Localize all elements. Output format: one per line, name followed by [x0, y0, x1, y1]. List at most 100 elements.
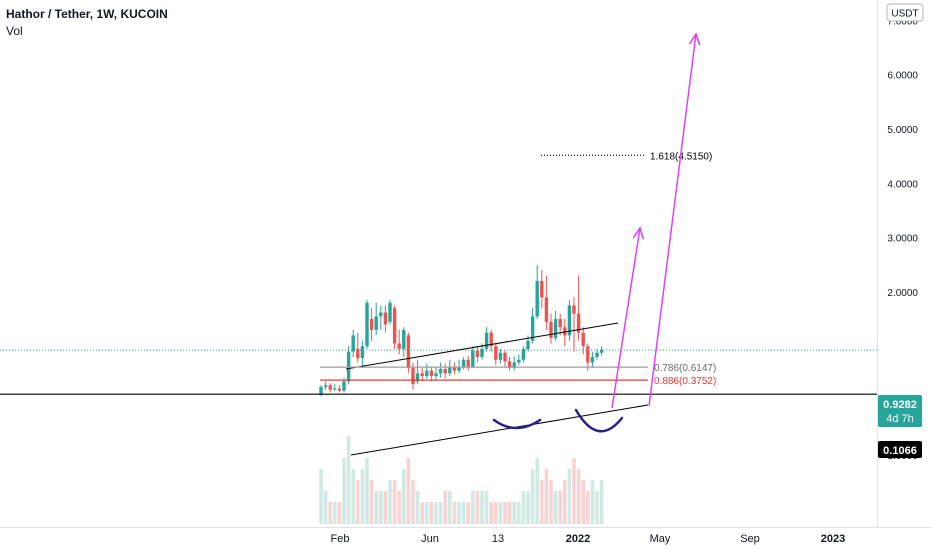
volume-bar [356, 480, 360, 524]
candle-body [553, 319, 558, 339]
candle-body [494, 346, 498, 360]
channel-upper-line[interactable] [345, 322, 619, 370]
candle-body [512, 362, 516, 368]
volume-bar [494, 502, 498, 524]
volume-bar [452, 502, 457, 524]
candle-body [563, 327, 567, 336]
volume-bar [374, 491, 378, 524]
volume-bar [411, 480, 415, 524]
candle-body [599, 350, 604, 353]
volume-bar [507, 502, 512, 524]
volume-bar [351, 469, 355, 524]
candle-body [369, 319, 374, 330]
candle-body [374, 316, 378, 330]
volume-bar [346, 436, 351, 524]
volume-bars [319, 436, 604, 524]
target-arrow-1618[interactable] [611, 226, 645, 409]
candle-body [429, 370, 434, 377]
candle-body [448, 366, 452, 374]
candle-body [521, 348, 526, 360]
target-arrow-3[interactable] [648, 32, 701, 407]
fib-level-label: 0.886(0.3752) [654, 376, 716, 387]
volume-bar [319, 469, 323, 524]
y-axis[interactable]: 8.00007.00006.00005.00004.00003.00002.00… [0, 0, 932, 528]
volume-bar [457, 502, 461, 524]
last-price-value: 0.9282 [883, 399, 917, 411]
x-tick-label: Jun [421, 533, 439, 545]
candle-body [530, 316, 535, 341]
candle-body [411, 367, 415, 385]
volume-bar [503, 502, 507, 524]
candle-body [466, 359, 470, 367]
candle-body [351, 335, 355, 352]
candle-body [333, 388, 337, 390]
volume-bar [471, 491, 475, 524]
volume-bar [599, 480, 604, 524]
volume-bar [342, 458, 346, 524]
volume-bar [406, 458, 411, 524]
volume-bar [512, 502, 516, 524]
volume-bar [443, 491, 447, 524]
volume-bar [553, 491, 558, 524]
volume-bar [323, 491, 328, 524]
candle-body [383, 312, 388, 325]
volume-bar [484, 491, 489, 524]
candle-body [365, 302, 369, 347]
candle-body [328, 385, 332, 390]
candles [319, 264, 604, 397]
fib-level-label: 0.786(0.6147) [654, 363, 716, 374]
volume-bar [337, 502, 342, 524]
y-tick-label: 7.0000 [887, 16, 918, 27]
volume-bar [526, 491, 530, 524]
volume-bar [369, 480, 374, 524]
volume-bar [438, 502, 443, 524]
volume-bar [328, 502, 332, 524]
volume-label: Vol [6, 24, 23, 38]
candle-body [452, 366, 457, 371]
candle-body [544, 297, 549, 322]
arrow-head [688, 32, 701, 46]
volume-bar [581, 480, 585, 524]
volume-bar [517, 502, 521, 524]
cup-pattern-left[interactable] [492, 418, 542, 430]
candle-body [319, 386, 323, 394]
candle-body [540, 281, 544, 298]
volume-bar [402, 469, 406, 524]
candle-body [535, 281, 539, 317]
currency-badge[interactable] [886, 3, 924, 22]
volume-bar [480, 491, 484, 524]
candle-body [392, 308, 397, 344]
y-tick-label: 6.0000 [887, 71, 918, 82]
x-tick-label: Feb [331, 533, 350, 545]
x-axis[interactable]: Feb Jun 13 2022 May Sep 2023 [331, 533, 846, 545]
drawings[interactable]: 0.786(0.6147)0.886(0.3752)1.618(4.5150)3… [0, 0, 877, 456]
candle-body [572, 305, 576, 314]
volume-bar [530, 469, 535, 524]
channel-lower-line[interactable] [350, 404, 649, 456]
cup-pattern-right[interactable] [574, 408, 624, 433]
candle-body [420, 373, 424, 377]
x-tick-label: May [650, 533, 671, 545]
candle-body [342, 381, 346, 391]
candle-body [415, 373, 420, 382]
y-tick-label: 5.0000 [887, 125, 918, 136]
volume-bar [392, 480, 397, 524]
volume-bar [333, 502, 337, 524]
candle-body [402, 329, 406, 349]
candle-body [388, 302, 392, 322]
volume-bar [461, 502, 466, 524]
volume-bar [397, 491, 401, 524]
support-price-value: 0.1066 [883, 445, 917, 457]
volume-bar [498, 502, 503, 524]
volume-bar [586, 491, 590, 524]
x-tick-label: 2023 [821, 533, 845, 545]
volume-bar [567, 469, 572, 524]
volume-bar [595, 491, 599, 524]
candle-body [595, 352, 599, 358]
candle-body [489, 332, 493, 347]
arrow-head [632, 226, 645, 240]
volume-bar [535, 458, 539, 524]
candle-body [507, 361, 512, 368]
candle-body [461, 359, 466, 367]
